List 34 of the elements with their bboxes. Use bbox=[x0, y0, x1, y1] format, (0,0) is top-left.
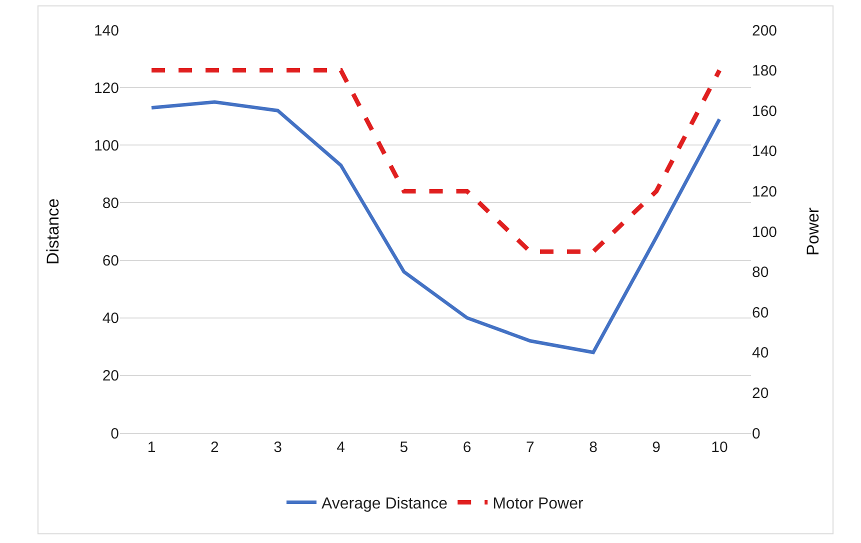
y2-axis-title: Power bbox=[803, 207, 822, 256]
y-tick-label: 20 bbox=[102, 368, 119, 385]
y2-tick-label: 60 bbox=[752, 304, 769, 322]
x-tick-label: 1 bbox=[147, 439, 156, 456]
y2-tick-label: 40 bbox=[752, 344, 769, 362]
y-tick-label: 80 bbox=[102, 194, 119, 212]
y-tick-label: 0 bbox=[110, 425, 119, 442]
y2-tick-label: 200 bbox=[752, 22, 778, 40]
x-tick-label: 10 bbox=[711, 439, 728, 456]
x-tick-label: 8 bbox=[589, 439, 598, 456]
y2-tick-label: 160 bbox=[752, 102, 778, 120]
x-tick-label: 6 bbox=[462, 439, 472, 456]
x-tick-label: 9 bbox=[652, 439, 661, 456]
x-tick-label: 4 bbox=[336, 439, 346, 456]
y-tick-label: 140 bbox=[94, 22, 119, 40]
x-tick-label: 2 bbox=[210, 439, 219, 456]
y2-tick-label: 140 bbox=[752, 143, 778, 160]
x-tick-label: 7 bbox=[526, 439, 534, 456]
x-tick-label: 5 bbox=[400, 439, 408, 456]
y2-tick-label: 120 bbox=[752, 183, 778, 200]
y-tick-label: 60 bbox=[102, 252, 119, 270]
y2-tick-label: 20 bbox=[752, 384, 769, 402]
y-tick-label: 100 bbox=[94, 137, 119, 154]
legend-label: Average Distance bbox=[322, 496, 448, 513]
y2-tick-label: 80 bbox=[752, 264, 769, 282]
y2-tick-label: 100 bbox=[752, 224, 778, 241]
y-tick-label: 40 bbox=[102, 310, 119, 328]
y-tick-label: 120 bbox=[94, 80, 119, 97]
y2-tick-label: 180 bbox=[752, 62, 778, 80]
legend-label: Motor Power bbox=[492, 496, 584, 513]
line-series bbox=[150, 100, 722, 354]
y-axis-title: Distance bbox=[44, 198, 63, 265]
x-tick-label: 3 bbox=[274, 439, 282, 456]
y2-tick-label: 0 bbox=[752, 425, 760, 442]
